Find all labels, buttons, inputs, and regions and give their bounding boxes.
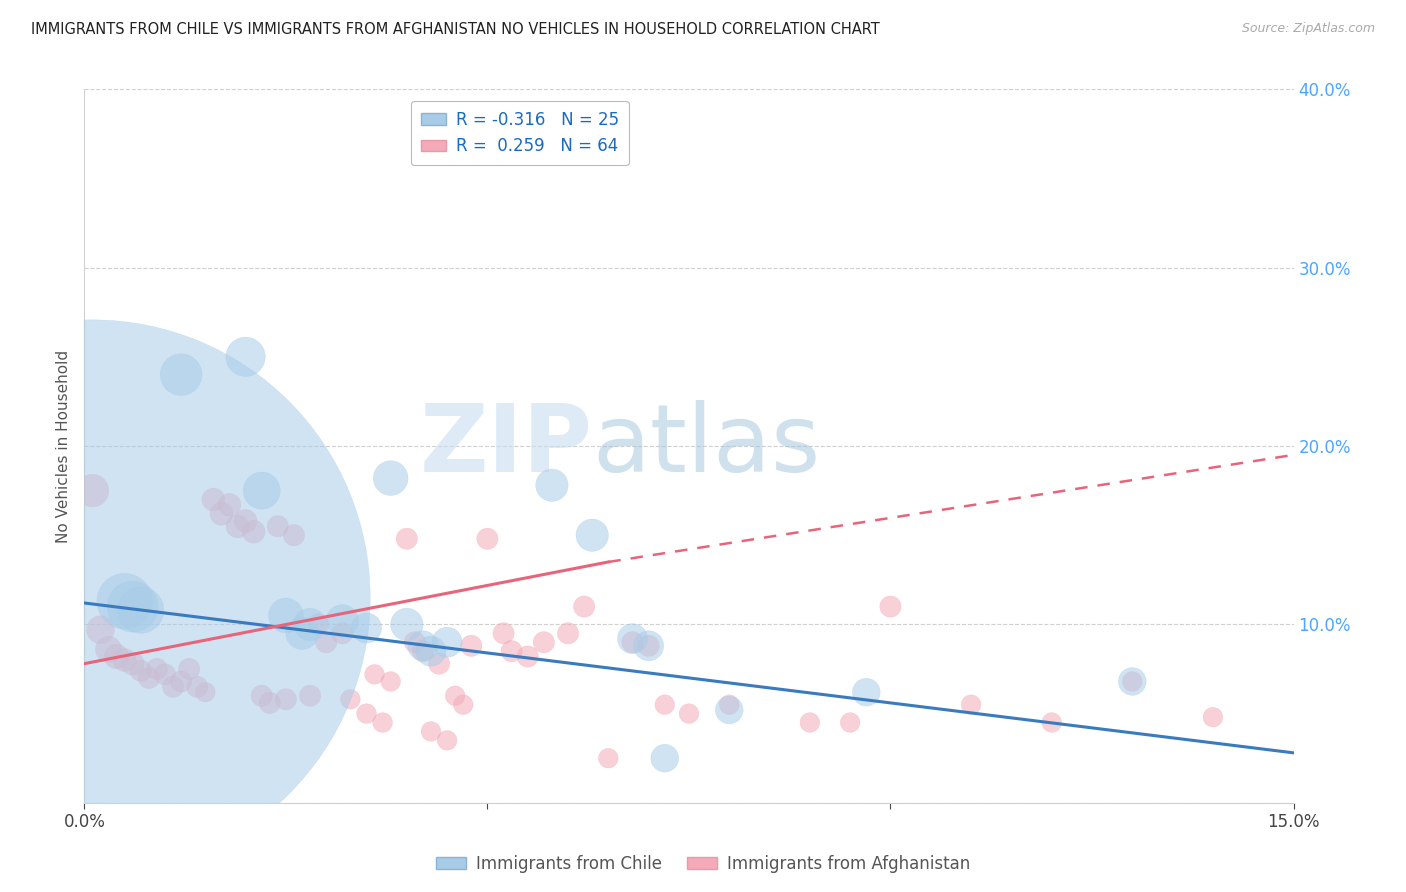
Point [226, 519, 249, 533]
Point [621, 632, 644, 646]
Point [259, 696, 281, 710]
Point [436, 635, 458, 649]
Point [121, 599, 143, 614]
Legend: Immigrants from Chile, Immigrants from Afghanistan: Immigrants from Chile, Immigrants from A… [429, 848, 977, 880]
Point [82, 591, 104, 605]
Point [427, 657, 450, 671]
Point [654, 751, 676, 765]
Point [799, 715, 821, 730]
Point [114, 594, 136, 608]
Point [274, 692, 297, 706]
Point [1121, 674, 1143, 689]
Point [572, 599, 595, 614]
Point [412, 644, 434, 658]
Point [404, 635, 426, 649]
Point [299, 617, 322, 632]
Text: IMMIGRANTS FROM CHILE VS IMMIGRANTS FROM AFGHANISTAN NO VEHICLES IN HOUSEHOLD CO: IMMIGRANTS FROM CHILE VS IMMIGRANTS FROM… [31, 22, 880, 37]
Point [420, 724, 443, 739]
Point [283, 528, 305, 542]
Point [330, 614, 353, 628]
Point [598, 751, 620, 765]
Point [678, 706, 700, 721]
Point [146, 662, 169, 676]
Point [1040, 715, 1063, 730]
Point [267, 519, 290, 533]
Point [235, 350, 257, 364]
Point [380, 471, 402, 485]
Point [420, 644, 443, 658]
Point [291, 626, 314, 640]
Point [855, 685, 877, 699]
Point [444, 689, 467, 703]
Y-axis label: No Vehicles in Household: No Vehicles in Household [56, 350, 72, 542]
Point [879, 599, 901, 614]
Point [250, 689, 273, 703]
Text: Source: ZipAtlas.com: Source: ZipAtlas.com [1241, 22, 1375, 36]
Point [541, 478, 564, 492]
Point [330, 626, 353, 640]
Point [194, 685, 217, 699]
Point [138, 671, 160, 685]
Point [718, 703, 741, 717]
Point [371, 715, 394, 730]
Point [307, 617, 329, 632]
Point [209, 507, 232, 521]
Point [162, 680, 184, 694]
Point [477, 532, 499, 546]
Point [395, 532, 418, 546]
Point [179, 662, 201, 676]
Point [202, 492, 225, 507]
Point [97, 642, 120, 657]
Point [105, 649, 128, 664]
Point [501, 644, 523, 658]
Point [557, 626, 579, 640]
Point [235, 514, 257, 528]
Point [274, 608, 297, 623]
Point [114, 653, 136, 667]
Point [299, 689, 322, 703]
Point [412, 639, 434, 653]
Point [718, 698, 741, 712]
Point [363, 667, 385, 681]
Point [380, 674, 402, 689]
Point [839, 715, 862, 730]
Point [516, 649, 538, 664]
Point [637, 639, 659, 653]
Point [436, 733, 458, 747]
Point [89, 623, 111, 637]
Point [1202, 710, 1225, 724]
Point [153, 667, 176, 681]
Point [242, 524, 264, 539]
Text: ZIP: ZIP [419, 400, 592, 492]
Point [460, 639, 482, 653]
Point [356, 706, 378, 721]
Point [533, 635, 555, 649]
Point [960, 698, 983, 712]
Point [451, 698, 474, 712]
Point [315, 635, 337, 649]
Point [356, 621, 378, 635]
Point [170, 368, 193, 382]
Legend: R = -0.316   N = 25, R =  0.259   N = 64: R = -0.316 N = 25, R = 0.259 N = 64 [411, 101, 628, 165]
Point [395, 617, 418, 632]
Point [121, 657, 143, 671]
Point [170, 674, 193, 689]
Point [1121, 674, 1143, 689]
Point [492, 626, 515, 640]
Point [129, 664, 152, 678]
Point [581, 528, 603, 542]
Point [339, 692, 361, 706]
Point [186, 680, 208, 694]
Point [82, 483, 104, 498]
Point [129, 603, 152, 617]
Point [250, 483, 273, 498]
Text: atlas: atlas [592, 400, 821, 492]
Point [637, 639, 659, 653]
Point [218, 498, 240, 512]
Point [654, 698, 676, 712]
Point [621, 635, 644, 649]
